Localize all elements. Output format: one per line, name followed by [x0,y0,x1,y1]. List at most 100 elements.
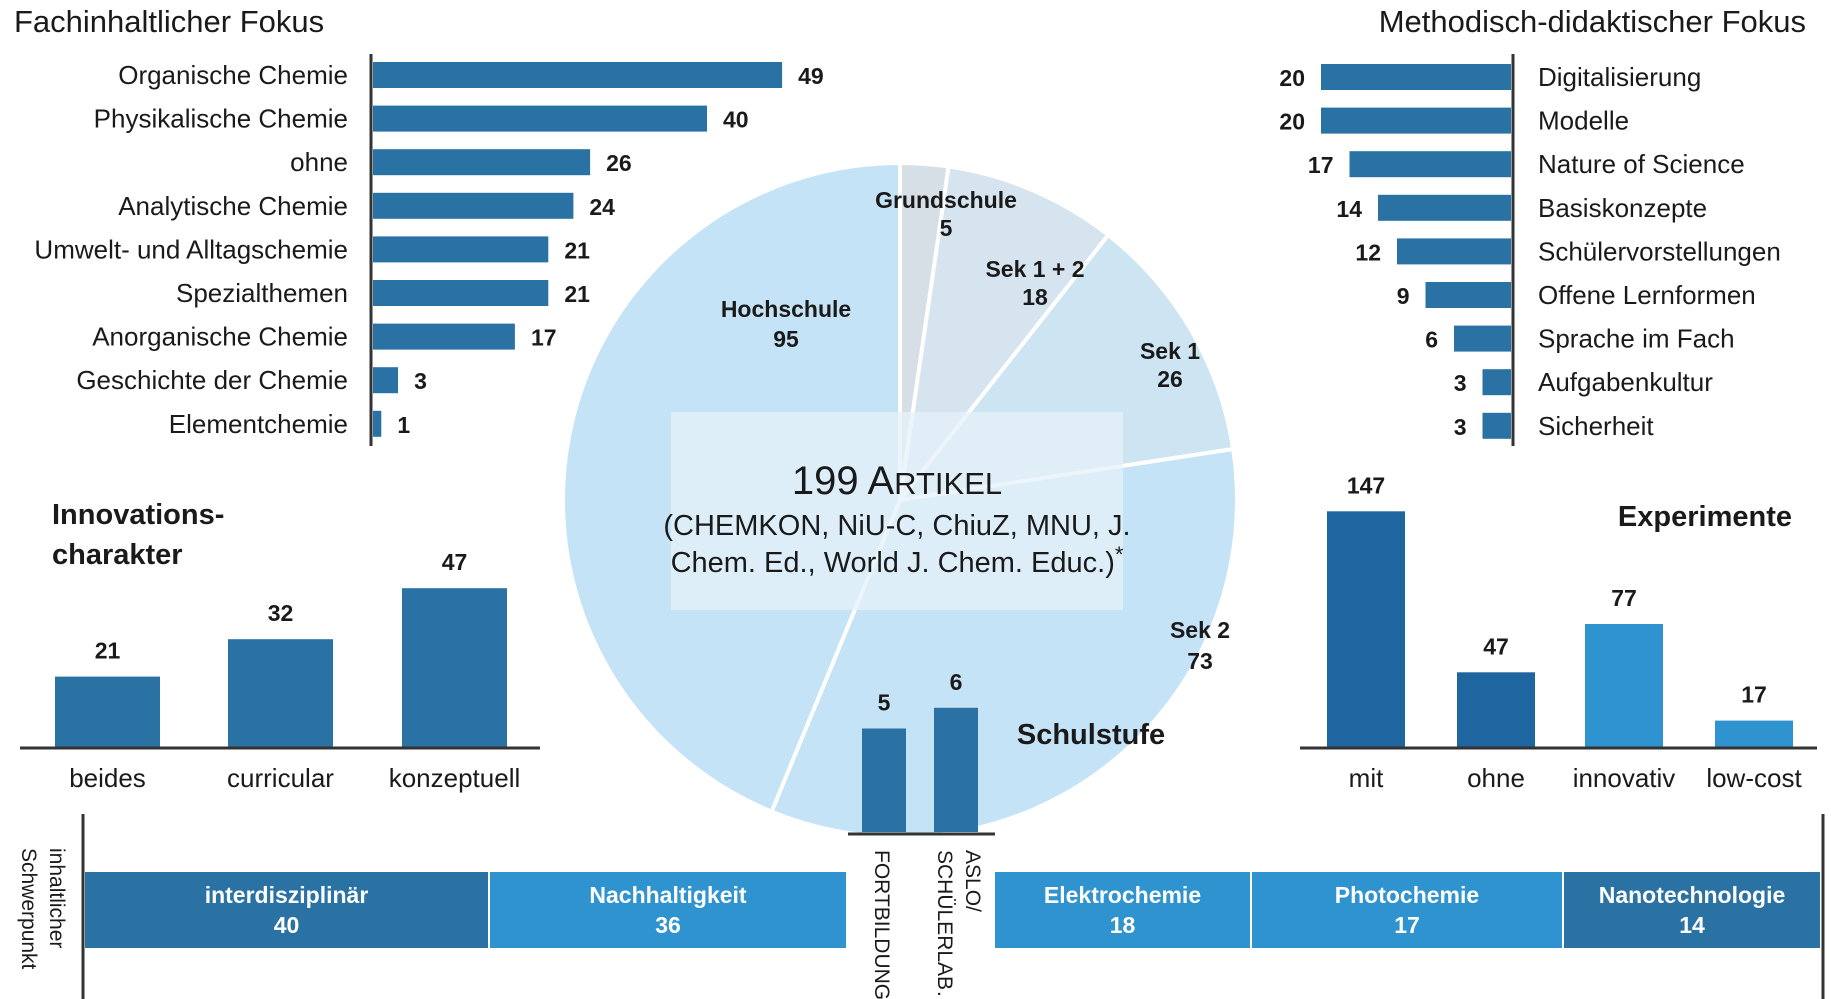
center-title: 199 ARTIKEL [792,459,1002,503]
center-box [671,412,1123,610]
innovation-bar [228,639,333,748]
meth-bar [1321,107,1511,134]
pie-slice-value: 73 [1187,648,1213,674]
schwerpunkt-segment [1252,872,1562,948]
schwerpunkt-axis-label-line2: Schwerpunkt [17,848,40,970]
pie-slice-value: 95 [773,326,799,352]
chart-fortbildung: 5 6 FORTBILDUNG ASLO/SCHÜLERLAB… [862,669,984,999]
meth-category-label: Schülervorstellungen [1538,236,1781,266]
center-title-part: 1 [792,459,814,503]
fortbildung-value-label: 5 [878,690,891,716]
innovation-category-label: curricular [227,763,334,793]
innovation-value-label: 21 [95,638,121,664]
fach-bar [373,236,549,263]
experimente-value-label: 47 [1483,633,1509,659]
meth-category-label: Nature of Science [1538,149,1745,179]
fach-bar [373,192,574,219]
experimente-bar [1715,720,1793,748]
meth-value-label: 3 [1454,414,1467,440]
schwerpunkt-value-label: 18 [1110,912,1136,938]
fach-value-label: 26 [606,150,632,176]
schwerpunkt-value-label: 40 [274,912,300,938]
fach-value-label: 1 [397,412,410,438]
schwerpunkt-category-label: Nachhaltigkeit [589,882,747,908]
innovation-category-label: beides [69,763,146,793]
header-fachinhaltlich: Fachinhaltlicher Fokus [14,4,324,39]
fach-category-label: Spezialthemen [176,278,348,308]
fach-value-label: 21 [564,237,590,263]
fach-category-label: Anorganische Chemie [92,322,348,352]
center-note-mark: * [1115,542,1124,567]
chart-experimente: 147 mit 47 ohne 77 innovativ 17 low-cost [1327,472,1802,793]
meth-category-label: Offene Lernformen [1538,280,1756,310]
fortbildung-bar [862,728,906,832]
fach-value-label: 49 [798,63,824,89]
center-title-part: 99 [814,459,859,503]
schwerpunkt-category-label: Photochemie [1335,882,1479,908]
fach-category-label: Analytische Chemie [118,191,348,221]
pie-slice-label: Hochschule [721,296,851,322]
pie-slice-label: Sek 2 [1170,617,1230,643]
meth-bar [1397,238,1511,265]
meth-value-label: 12 [1355,239,1381,265]
innovation-bar [402,588,507,748]
meth-category-label: Aufgabenkultur [1538,367,1713,397]
meth-bar [1482,412,1511,439]
meth-bar [1349,151,1511,178]
fortbildung-bar [934,707,978,832]
center-sources-line2: Chem. Ed., World J. Chem. Educ.)* [671,542,1124,579]
experimente-bar [1585,624,1663,748]
schuelerlabor-category-label-line2: SCHÜLERLAB… [933,850,956,999]
meth-category-label: Sprache im Fach [1538,324,1735,354]
meth-bar [1482,369,1511,396]
meth-bar [1321,64,1511,90]
experimente-category-label: mit [1349,763,1384,793]
center-title-part: A [867,459,894,503]
pie-slice-value: 5 [940,215,953,241]
experimente-value-label: 17 [1741,682,1767,708]
schulstufe-title: Schulstufe [1017,719,1165,751]
fach-bar [373,280,549,306]
innovation-value-label: 47 [442,549,468,575]
fach-value-label: 24 [589,194,615,220]
innovation-bar [55,676,160,748]
fach-bar [373,105,707,132]
fach-category-label: ohne [290,147,348,177]
meth-bar [1378,194,1511,221]
meth-value-label: 20 [1279,109,1305,135]
fach-bar [373,62,783,88]
fach-value-label: 17 [531,325,557,351]
meth-value-label: 17 [1308,152,1334,178]
schwerpunkt-segment [995,872,1250,948]
fach-category-label: Umwelt- und Alltagschemie [34,234,348,264]
fortbildung-category-label: FORTBILDUNG [870,850,893,999]
chart-methodisch: 20 Digitalisierung 20 Modelle 17 Nature of Sc… [1279,62,1780,441]
experimente-value-label: 147 [1347,472,1385,498]
meth-value-label: 9 [1397,283,1410,309]
schwerpunkt-segment [490,872,846,948]
meth-value-label: 14 [1336,196,1362,222]
schuelerlabor-category-label-line1: ASLO/ [961,850,984,912]
schwerpunkt-value-label: 14 [1679,912,1705,938]
schwerpunkt-category-label: Elektrochemie [1044,882,1201,908]
header-methodisch: Methodisch-didaktischer Fokus [1379,4,1806,39]
fach-bar [373,149,591,176]
experimente-title: Experimente [1618,501,1792,533]
pie-slice-label: Grundschule [875,187,1017,213]
center-sources-line1: (CHEMKON, NiU-C, ChiuZ, MNU, J. [663,510,1130,542]
meth-bar [1454,325,1511,352]
innovation-value-label: 32 [268,600,294,626]
fach-category-label: Elementchemie [169,409,348,439]
experimente-category-label: ohne [1467,763,1525,793]
schwerpunkt-category-label: interdisziplinär [205,882,369,908]
schwerpunkt-segment [1564,872,1820,948]
fach-bar [373,410,382,437]
fortbildung-value-label: 6 [950,669,963,695]
pie-slice-label: Sek 1 + 2 [985,256,1084,282]
meth-value-label: 6 [1425,327,1438,353]
meth-category-label: Digitalisierung [1538,62,1701,92]
center-sources-text: Chem. Ed., World J. Chem. Educ.) [671,547,1115,579]
schwerpunkt-category-label: Nanotechnologie [1599,882,1786,908]
